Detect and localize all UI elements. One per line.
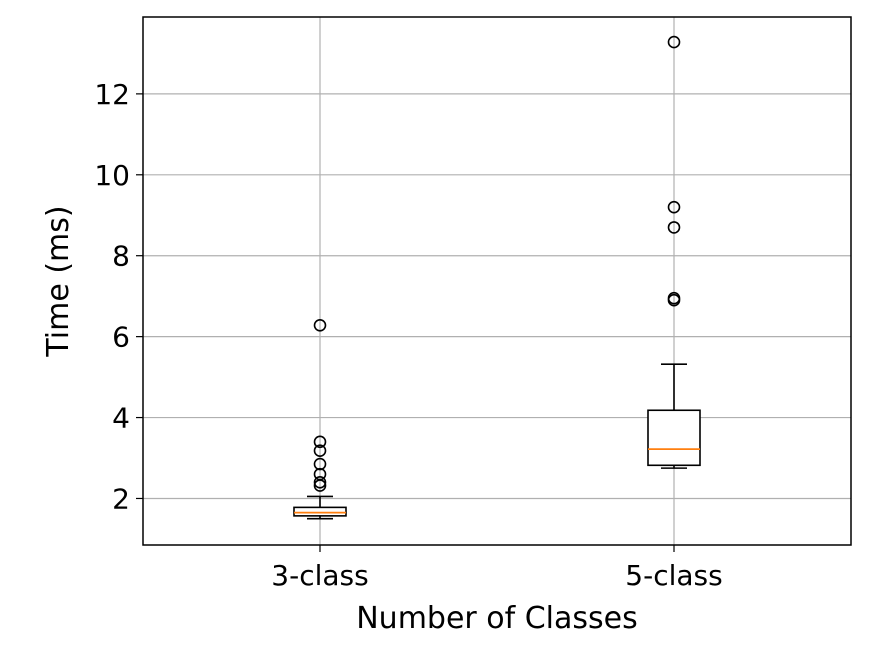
outlier-point <box>667 35 681 49</box>
box-layer <box>293 35 701 520</box>
plot-frame <box>142 16 852 546</box>
iqr-box <box>647 409 701 467</box>
y-tick-label: 4 <box>112 402 130 435</box>
outlier-point <box>313 457 327 471</box>
y-tick-label: 6 <box>112 321 130 354</box>
tick-layer: 2 4 6 8 10 12 3-class 5-class <box>94 78 722 592</box>
grid-layer <box>143 17 851 545</box>
outlier-point <box>313 467 327 481</box>
outlier-point <box>313 435 327 449</box>
outlier-point <box>313 444 327 458</box>
outlier-point <box>313 319 327 332</box>
outlier-point <box>667 200 681 214</box>
y-tick-label: 12 <box>94 78 130 111</box>
y-tick-label: 2 <box>112 482 130 515</box>
box-3-class <box>293 319 347 520</box>
y-tick-label: 10 <box>94 159 130 192</box>
iqr-box <box>293 506 347 517</box>
box-5-class <box>647 35 701 469</box>
outlier-point <box>313 475 327 489</box>
y-axis-title: Time (ms) <box>41 205 76 357</box>
x-tick-label: 5-class <box>625 559 722 592</box>
x-axis-title: Number of Classes <box>356 601 638 636</box>
y-tick-label: 8 <box>112 240 130 273</box>
outlier-point <box>667 221 681 234</box>
outlier-point <box>667 291 681 305</box>
x-tick-label: 3-class <box>271 559 368 592</box>
